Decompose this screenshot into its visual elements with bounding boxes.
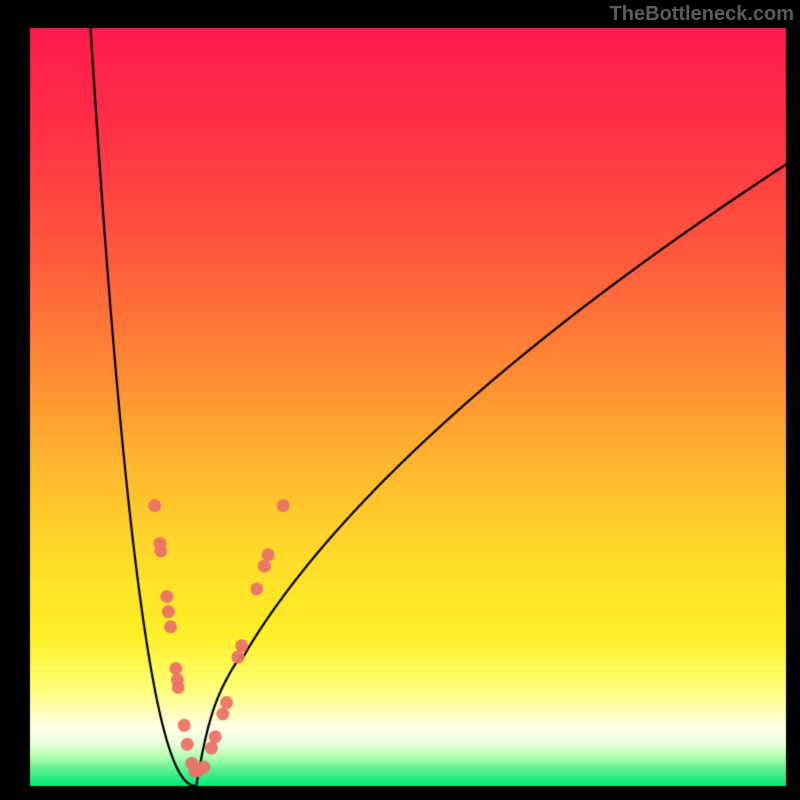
watermark-text: TheBottleneck.com: [610, 3, 794, 26]
bottleneck-chart-canvas: [0, 0, 800, 800]
chart-container: TheBottleneck.com: [0, 0, 800, 800]
